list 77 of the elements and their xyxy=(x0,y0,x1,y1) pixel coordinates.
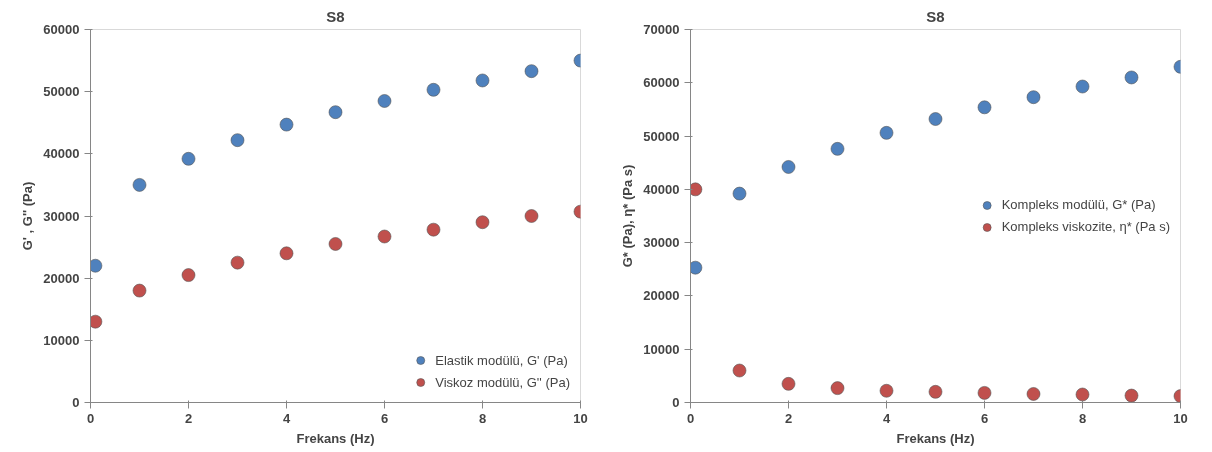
point xyxy=(90,314,103,329)
y-tick-label: 60000 xyxy=(643,75,680,91)
point xyxy=(279,246,294,261)
x-tick-label: 0 xyxy=(686,410,695,426)
x-tick-label: 4 xyxy=(282,410,291,426)
point xyxy=(732,363,747,378)
point xyxy=(830,142,845,156)
chart-title: S8 xyxy=(926,7,945,25)
y-tick-label: 70000 xyxy=(643,22,680,37)
y-axis-title: G* (Pa), η* (Pa s) xyxy=(620,164,636,268)
x-tick-label: 10 xyxy=(1173,410,1188,426)
point xyxy=(181,268,196,282)
point xyxy=(132,178,147,192)
x-tick-label: 0 xyxy=(86,410,95,426)
point xyxy=(977,100,992,115)
legend-label: Viskoz modülü, G'' (Pa) xyxy=(435,374,570,390)
x-tick-label: 4 xyxy=(882,410,891,426)
chart-title: S8 xyxy=(326,7,345,25)
point xyxy=(879,383,894,398)
point xyxy=(328,105,343,119)
point xyxy=(1124,70,1139,85)
point xyxy=(781,377,796,391)
y-tick-label: 50000 xyxy=(43,84,80,100)
point xyxy=(524,209,539,223)
y-tick-label: 0 xyxy=(672,395,680,410)
point xyxy=(328,237,343,251)
point xyxy=(132,283,147,298)
point xyxy=(928,112,943,126)
point xyxy=(230,133,245,147)
point xyxy=(475,215,490,229)
x-tick-label: 6 xyxy=(980,410,989,426)
point xyxy=(90,258,103,273)
point xyxy=(230,255,245,270)
point xyxy=(1075,387,1090,402)
legend-label: Kompleks modülü, G* (Pa) xyxy=(1001,197,1156,212)
point xyxy=(879,126,894,140)
x-tick-label: 2 xyxy=(184,410,193,426)
y-tick-label: 0 xyxy=(72,395,80,410)
point xyxy=(377,229,392,244)
point xyxy=(1075,79,1090,94)
point xyxy=(475,73,490,88)
y-axis-title: G' , G'' (Pa) xyxy=(20,181,36,251)
x-tick-label: 6 xyxy=(380,410,389,426)
point xyxy=(928,385,943,399)
x-tick-label: 8 xyxy=(1078,410,1087,426)
y-tick-label: 40000 xyxy=(43,146,80,162)
y-tick-label: 60000 xyxy=(43,22,80,37)
y-tick-label: 40000 xyxy=(643,181,680,197)
point xyxy=(377,94,392,108)
point xyxy=(690,260,703,275)
point xyxy=(426,83,441,97)
point xyxy=(181,152,196,166)
x-axis-title: Frekans (Hz) xyxy=(896,430,975,446)
point xyxy=(977,386,992,400)
point xyxy=(426,222,441,237)
point xyxy=(690,182,703,197)
point xyxy=(1026,387,1041,401)
legend-label: Kompleks viskozite, η* (Pa s) xyxy=(1001,219,1170,234)
y-tick-label: 10000 xyxy=(643,341,680,357)
y-tick-label: 30000 xyxy=(643,235,680,251)
point xyxy=(1026,90,1041,104)
y-tick-label: 10000 xyxy=(43,332,80,348)
y-tick-label: 30000 xyxy=(43,208,80,224)
y-tick-label: 20000 xyxy=(643,288,680,304)
point xyxy=(781,160,796,174)
x-axis-title: Frekans (Hz) xyxy=(296,430,375,446)
x-tick-label: 2 xyxy=(784,410,793,426)
x-tick-label: 10 xyxy=(573,410,588,426)
legend-label: Elastik modülü, G' (Pa) xyxy=(435,352,568,368)
point xyxy=(279,117,294,132)
y-tick-label: 50000 xyxy=(643,128,680,144)
point xyxy=(524,64,539,78)
y-tick-label: 20000 xyxy=(43,270,80,286)
x-tick-label: 8 xyxy=(478,410,487,426)
point xyxy=(1124,388,1139,403)
point xyxy=(830,381,845,395)
point xyxy=(732,186,747,201)
